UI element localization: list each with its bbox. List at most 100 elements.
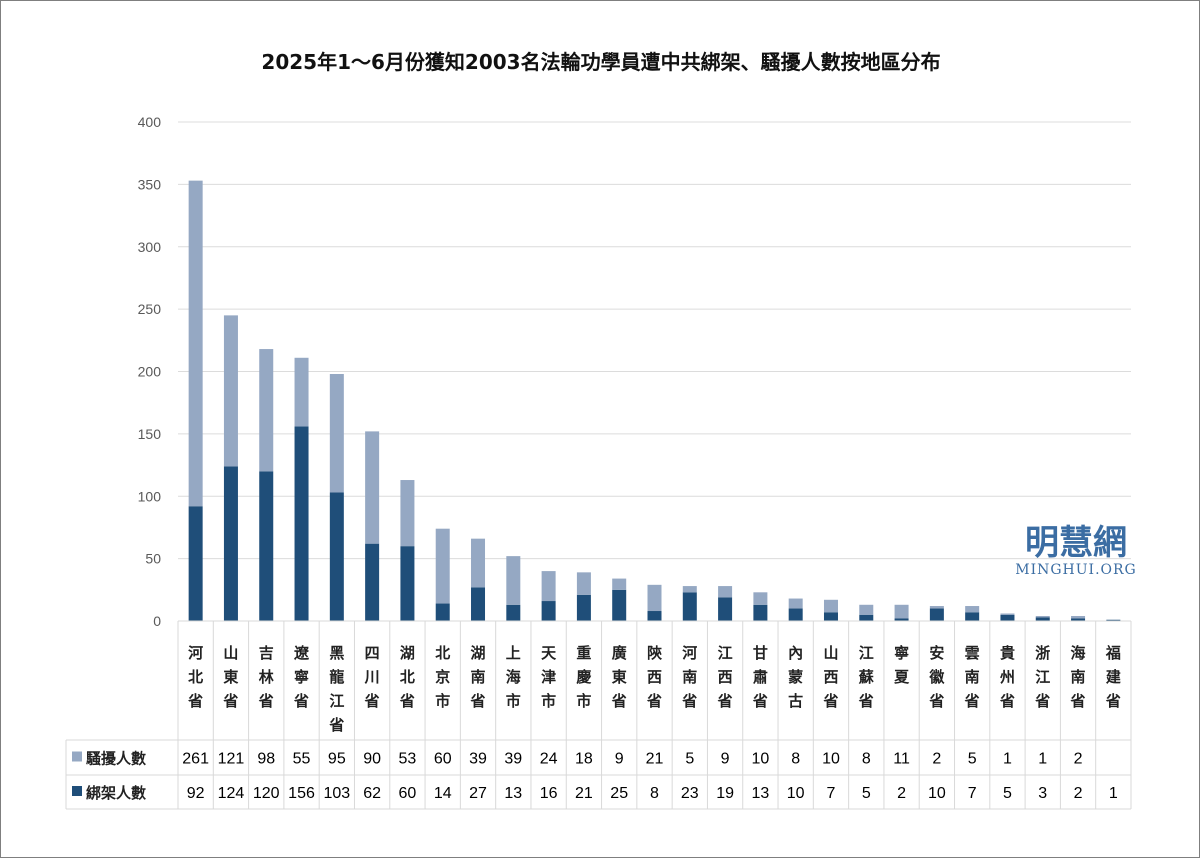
category-label: 河北省 [187, 644, 203, 710]
svg-text:北: 北 [188, 668, 203, 686]
bar-kidnapped [471, 587, 486, 621]
table-cell-value: 21 [575, 785, 593, 802]
bar-kidnapped [506, 604, 521, 621]
svg-text:東: 東 [612, 668, 627, 686]
category-label: 安徽省 [928, 644, 945, 710]
table-cell-value: 21 [646, 751, 664, 768]
bar-kidnapped [682, 592, 697, 621]
bar-harassed [506, 556, 521, 605]
table-cell-value: 1 [1109, 785, 1118, 802]
svg-text:京: 京 [435, 668, 450, 686]
svg-text:南: 南 [1071, 668, 1086, 686]
table-cell-value: 60 [434, 751, 452, 768]
svg-text:海: 海 [506, 668, 521, 686]
category-label: 廣東省 [611, 644, 627, 710]
table-cell-value: 60 [399, 785, 417, 802]
y-tick-label: 150 [138, 426, 162, 442]
table-cell-value: 23 [681, 785, 699, 802]
bar-harassed [859, 604, 874, 615]
svg-text:省: 省 [611, 692, 627, 710]
table-cell-value: 10 [822, 751, 840, 768]
bar-kidnapped [859, 614, 874, 621]
table-cell-value: 124 [218, 785, 245, 802]
svg-text:川: 川 [364, 668, 380, 686]
category-label: 甘肅省 [752, 644, 768, 710]
table-cell-value: 13 [751, 785, 769, 802]
table-cell-value: 10 [751, 751, 769, 768]
table-cell-value: 92 [187, 785, 205, 802]
table-cell-value: 103 [323, 785, 350, 802]
category-label: 山西省 [822, 644, 838, 710]
svg-text:安: 安 [929, 644, 944, 662]
svg-text:市: 市 [506, 692, 521, 710]
bar-kidnapped [1000, 614, 1015, 621]
bar-harassed [612, 578, 627, 590]
category-label: 天津市 [541, 644, 557, 710]
svg-text:市: 市 [435, 692, 450, 710]
bar-harassed [1035, 616, 1050, 618]
table-cell-value: 14 [434, 785, 452, 802]
svg-text:西: 西 [647, 668, 662, 686]
bar-kidnapped [647, 611, 662, 621]
table-cell-value: 1 [1038, 751, 1047, 768]
svg-text:省: 省 [293, 692, 309, 710]
svg-text:古: 古 [788, 692, 803, 710]
svg-text:省: 省 [328, 716, 344, 734]
table-cell-value: 55 [293, 751, 311, 768]
bar-harassed [329, 373, 344, 493]
bar-harassed [788, 598, 803, 609]
svg-text:西: 西 [823, 668, 838, 686]
bar-kidnapped [223, 466, 238, 621]
bar-kidnapped [294, 426, 309, 621]
category-label: 北京市 [435, 644, 450, 710]
svg-text:西: 西 [718, 668, 733, 686]
table-cell-value: 18 [575, 751, 593, 768]
bar-harassed [188, 180, 203, 507]
y-tick-label: 400 [138, 114, 162, 130]
bar-harassed [365, 431, 380, 544]
svg-text:省: 省 [752, 692, 768, 710]
svg-text:省: 省 [258, 692, 274, 710]
bar-kidnapped [541, 601, 556, 621]
svg-text:重: 重 [576, 644, 591, 662]
y-tick-label: 350 [138, 176, 162, 192]
svg-text:林: 林 [259, 668, 275, 686]
table-cell-value: 5 [968, 751, 977, 768]
legend-label: 騷擾人數 [86, 750, 146, 768]
category-label: 雲南省 [964, 644, 980, 710]
svg-text:廣: 廣 [612, 644, 627, 662]
y-tick-label: 100 [138, 488, 162, 504]
y-axis: 0 50 100 150 200 250 300 350 400 [138, 114, 162, 629]
table-cell-value: 39 [469, 751, 487, 768]
svg-text:津: 津 [541, 668, 556, 686]
svg-text:江: 江 [718, 644, 733, 662]
bar-kidnapped [188, 506, 203, 621]
bar-kidnapped [365, 543, 380, 621]
bar-harassed [400, 480, 415, 547]
svg-text:湖: 湖 [471, 644, 486, 662]
svg-text:雲: 雲 [965, 644, 980, 662]
table-cell-value: 8 [862, 751, 871, 768]
table-cell-value: 16 [540, 785, 558, 802]
bar-kidnapped [1035, 617, 1050, 621]
category-label: 內蒙古 [788, 644, 803, 710]
svg-text:寧: 寧 [894, 644, 909, 662]
svg-text:省: 省 [717, 692, 733, 710]
bar-kidnapped [894, 618, 909, 621]
legend-swatch [72, 786, 82, 796]
svg-text:南: 南 [965, 668, 980, 686]
table-cell-value: 24 [540, 751, 558, 768]
svg-text:寧: 寧 [294, 668, 309, 686]
bar-harassed [435, 528, 450, 604]
legend-swatch [72, 751, 82, 762]
bar-kidnapped [718, 597, 733, 621]
category-label: 江蘇省 [858, 644, 874, 710]
svg-text:北: 北 [435, 644, 450, 662]
svg-text:夏: 夏 [893, 668, 910, 686]
svg-text:江: 江 [859, 644, 874, 662]
bar-harassed [1000, 613, 1015, 615]
watermark: 明慧網 MINGHUI.ORG [1015, 523, 1136, 578]
svg-text:龍: 龍 [329, 668, 344, 686]
